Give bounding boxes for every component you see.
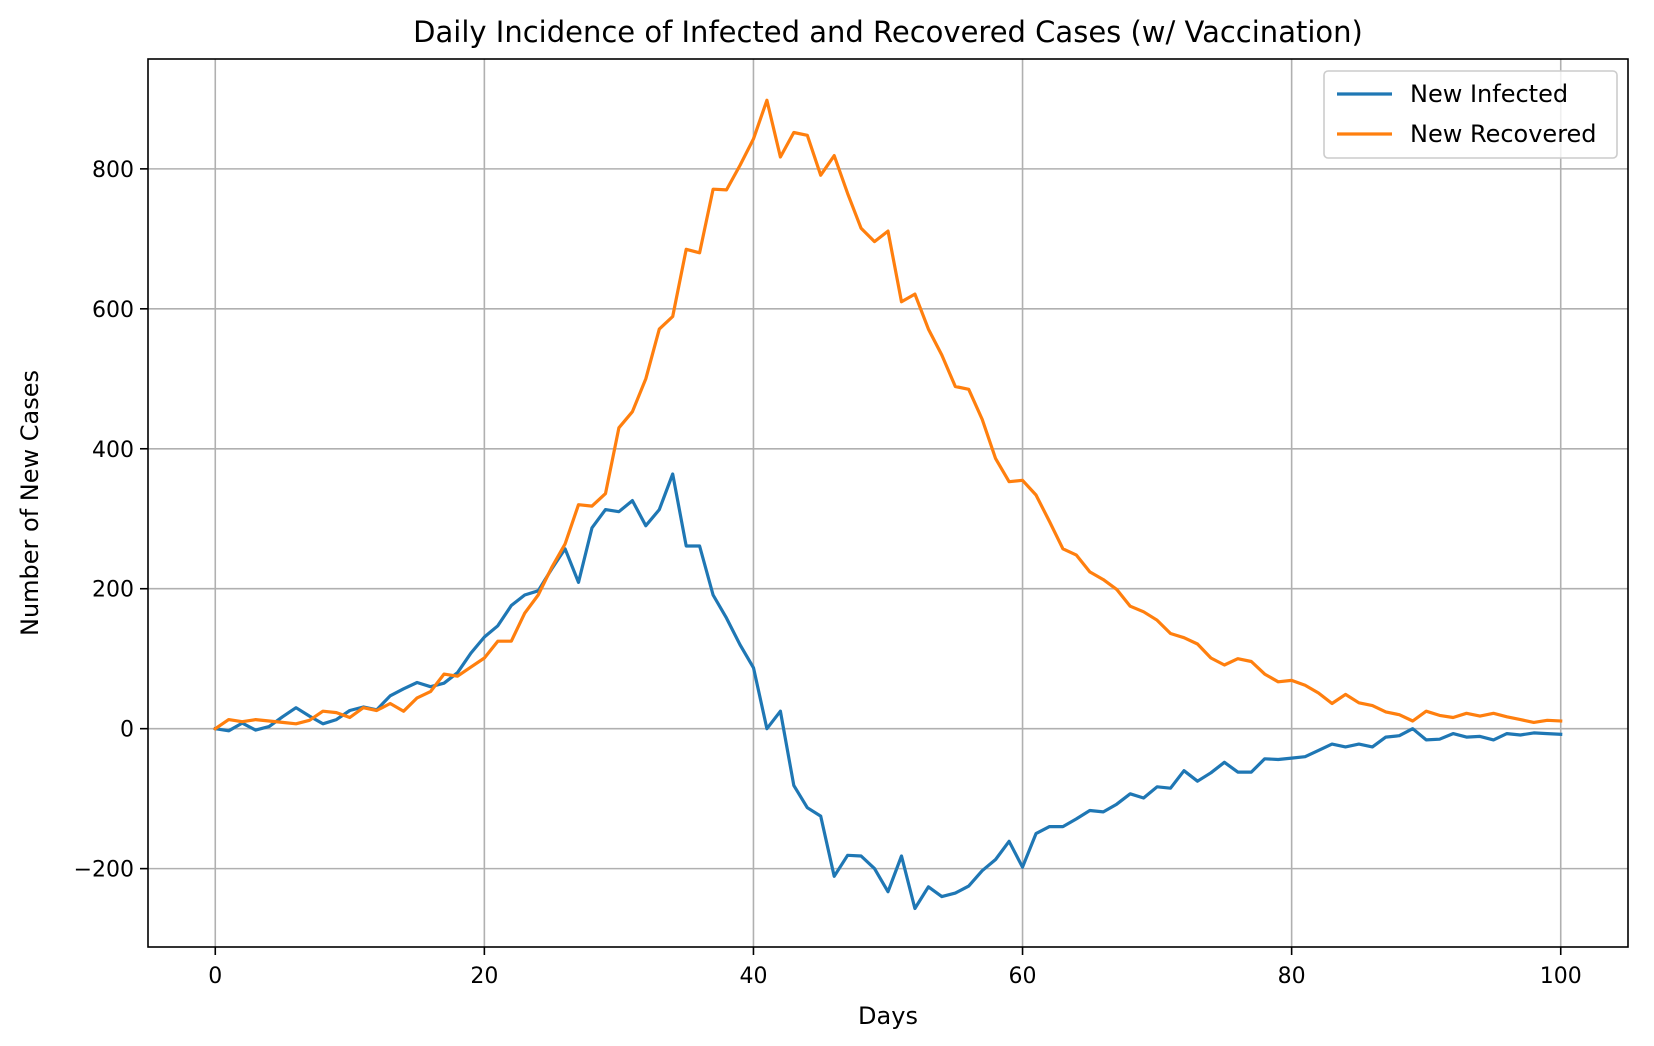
x-axis-ticks: 0 20 40 60 80 100: [208, 947, 1582, 989]
y-tick-label: 0: [120, 718, 134, 743]
series-line-new-recovered: [213, 98, 1563, 731]
y-tick-label: −200: [74, 858, 134, 883]
x-tick-label: 0: [208, 964, 222, 989]
x-tick-label: 40: [739, 964, 767, 989]
series-lines: [213, 98, 1563, 911]
y-axis-label: Number of New Cases: [16, 370, 44, 636]
y-tick-label: 400: [92, 438, 134, 463]
y-tick-label: 800: [92, 158, 134, 183]
chart-title: Daily Incidence of Infected and Recovere…: [413, 15, 1363, 49]
legend-box: [1323, 70, 1618, 159]
x-tick-label: 80: [1278, 964, 1306, 989]
x-tick-label: 20: [470, 964, 498, 989]
legend-label-new-recovered: New Recovered: [1410, 120, 1597, 148]
vertical-gridlines: [214, 59, 1562, 947]
horizontal-gridlines: [148, 168, 1628, 870]
x-tick-label: 100: [1540, 964, 1582, 989]
x-axis-label: Days: [858, 1002, 918, 1030]
y-axis-ticks: −200 0 200 400 600 800: [74, 158, 148, 883]
legend: New Infected New Recovered: [1323, 70, 1618, 159]
x-tick-label: 60: [1009, 964, 1037, 989]
plot-frame: [147, 58, 1629, 948]
y-tick-label: 600: [92, 298, 134, 323]
series-line-new-infected: [213, 472, 1563, 911]
legend-label-new-infected: New Infected: [1410, 80, 1568, 108]
y-tick-label: 200: [92, 578, 134, 603]
